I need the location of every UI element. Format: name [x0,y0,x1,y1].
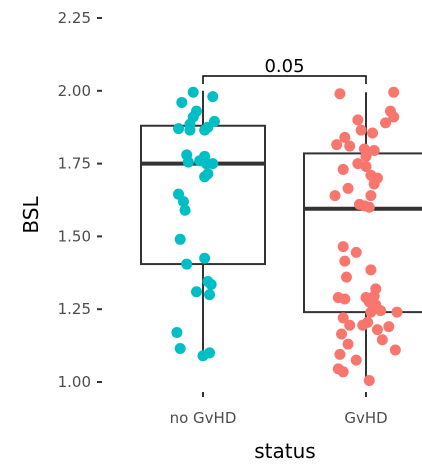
y-axis: 1.00 1.25 1.50 1.75 2.00 2.25 [58,9,102,391]
data-point [339,293,351,305]
data-point [331,139,343,151]
data-point [355,124,367,136]
data-point [388,111,400,123]
data-point [334,348,346,360]
data-point [207,91,219,103]
data-point [176,96,188,108]
data-point [190,286,202,298]
data-point [352,114,364,126]
data-point [365,306,377,318]
x-tick-label: GvHD [344,409,387,427]
p-value-label: 0.05 [264,56,304,77]
data-point [389,344,401,356]
data-point [334,88,346,100]
y-tick-label: 1.25 [58,300,91,318]
x-axis: no GvHD GvHD [170,392,388,427]
data-point [365,190,377,202]
data-point [181,258,193,270]
data-point [383,321,395,333]
data-point [357,319,369,331]
comparison-bracket: 0.05 [202,56,367,84]
data-point [171,326,183,338]
data-point [350,246,362,258]
data-point [199,252,211,264]
data-point [344,319,356,331]
data-point [375,305,387,317]
x-tick-label: no GvHD [170,409,237,427]
box-iqr [140,124,266,266]
bracket-line [202,75,367,84]
data-point [360,150,372,162]
data-point [199,124,211,136]
y-tick-label: 1.00 [58,373,91,391]
data-point [337,312,349,324]
data-point [380,117,392,129]
data-point [350,354,362,366]
data-point [339,255,351,267]
data-point [365,264,377,276]
data-point [174,343,186,355]
data-point [187,86,199,98]
data-point [337,366,349,378]
data-point [360,161,372,173]
data-point [368,144,380,156]
data-point [391,306,403,318]
data-point [339,131,351,143]
y-tick-label: 1.75 [58,155,91,173]
data-point [344,140,356,152]
data-point [205,278,217,290]
data-point [182,156,194,168]
data-point [342,338,354,350]
y-tick-label: 2.00 [58,82,91,100]
x-axis-title: status [254,439,315,463]
data-points [171,86,403,387]
data-point [363,375,375,387]
data-point [363,201,375,213]
data-point [368,178,380,190]
data-point [340,271,352,283]
data-point [336,328,348,340]
data-point [388,86,400,98]
data-point [329,190,341,202]
box-2 [303,92,422,381]
data-point [184,124,196,136]
data-point [177,195,189,207]
y-axis-title: BSL [19,196,43,234]
data-point [207,158,219,170]
data-point [173,123,185,135]
data-point [204,289,216,301]
data-point [174,233,186,245]
data-point [197,350,209,362]
box-iqr [303,152,422,314]
data-point [179,204,191,216]
data-point [199,171,211,183]
data-point [371,324,383,336]
data-point [367,127,379,139]
data-point [342,182,354,194]
data-point [337,163,349,175]
data-point [337,241,349,253]
y-tick-label: 1.50 [58,227,91,245]
y-tick-label: 2.25 [58,9,91,27]
data-point [376,334,388,346]
